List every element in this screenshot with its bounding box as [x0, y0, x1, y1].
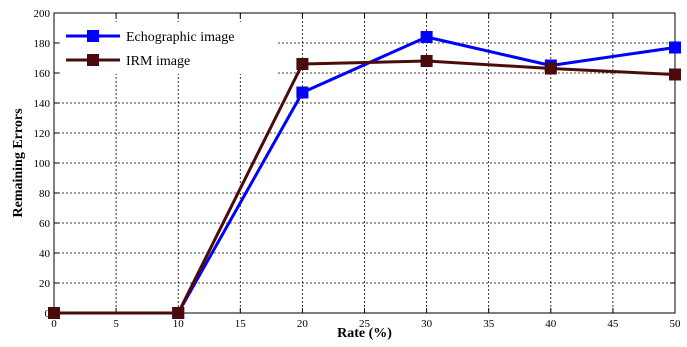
series-2 — [48, 55, 681, 319]
y-tick-label: 180 — [34, 38, 51, 50]
x-tick-label: 35 — [483, 318, 495, 330]
data-point-marker — [544, 62, 557, 75]
y-tick-label: 140 — [34, 98, 51, 110]
y-tick-label: 120 — [34, 128, 51, 140]
data-point-marker — [669, 41, 681, 54]
y-tick-label: 40 — [39, 248, 51, 260]
x-tick-label: 5 — [113, 318, 119, 330]
y-tick-label: 0 — [45, 308, 51, 320]
x-tick-label: 50 — [670, 318, 682, 330]
legend-swatch-marker — [87, 54, 99, 66]
series-line — [54, 59, 676, 315]
legend-item: IRM image — [66, 54, 190, 69]
x-tick-label: 20 — [297, 318, 309, 330]
legend-label: Echographic image — [126, 30, 234, 45]
x-tick-label: 10 — [173, 318, 185, 330]
x-tick-label: 30 — [421, 318, 433, 330]
axis-ticks: 0 5 10 15 20 25 30 35 40 45 50 0 20 40 60 80 100 120 140 16… — [34, 8, 682, 330]
x-axis-label: Rate (%) — [337, 326, 392, 341]
y-tick-label: 200 — [34, 8, 51, 20]
x-tick-label: 40 — [545, 318, 557, 330]
x-tick-label: 25 — [359, 318, 371, 330]
legend-label: IRM image — [126, 54, 190, 69]
data-point-marker — [296, 58, 309, 70]
x-tick-label: 45 — [607, 318, 619, 330]
data-point-marker — [420, 55, 433, 67]
legend: Echographic image IRM image — [60, 22, 278, 74]
y-tick-label: 100 — [34, 158, 51, 170]
y-axis-label: Remaining Errors — [11, 108, 26, 218]
y-tick-label: 20 — [39, 278, 51, 290]
data-point-marker — [669, 68, 681, 81]
x-tick-label: 15 — [235, 318, 247, 330]
series-layer — [48, 31, 681, 319]
y-tick-label: 80 — [39, 188, 51, 200]
y-tick-label: 60 — [39, 218, 51, 230]
data-point-marker — [420, 31, 433, 43]
data-point-marker — [48, 307, 60, 319]
legend-item: Echographic image — [66, 30, 234, 45]
data-point-marker — [296, 86, 309, 99]
x-tick-label: 0 — [51, 318, 57, 330]
y-tick-label: 160 — [34, 68, 51, 80]
data-point-marker — [172, 307, 185, 319]
legend-swatch-marker — [87, 30, 99, 42]
